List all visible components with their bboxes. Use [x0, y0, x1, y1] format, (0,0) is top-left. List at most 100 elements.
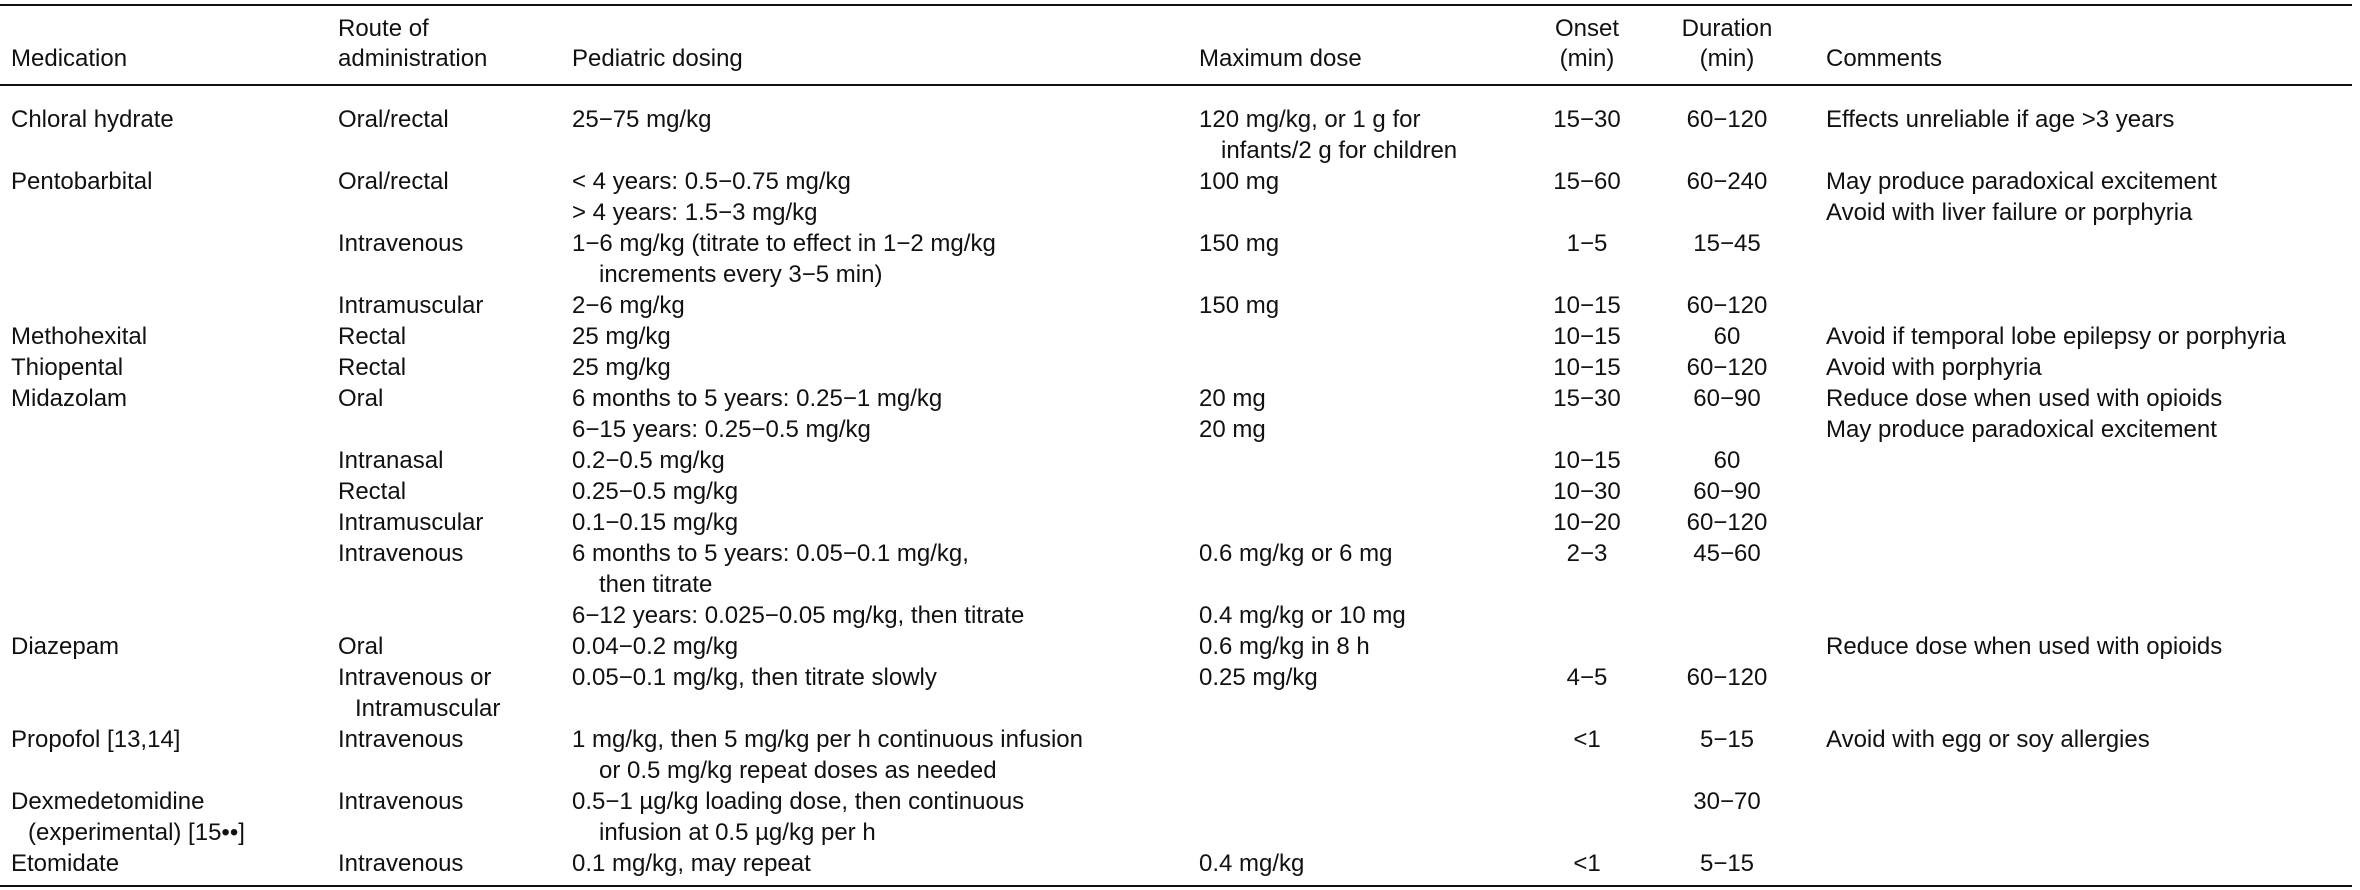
table-row: Chloral hydrate Oral/rectal 25−75 mg/kg 120… [0, 104, 2352, 135]
cell-route: Intravenous [338, 726, 464, 753]
cell-maximum-dose: 0.4 mg/kg [1199, 850, 1305, 877]
cell-onset: 10−15 [1553, 323, 1621, 350]
cell-duration: 30−70 [1693, 788, 1761, 815]
cell-comments: Reduce dose when used with opioids [1826, 633, 2223, 660]
table-row: Intranasal 0.2−0.5 mg/kg 10−15 60 [0, 445, 2352, 476]
cell-duration: 5−15 [1699, 726, 1755, 753]
table-row: Methohexital Rectal 25 mg/kg 10−15 60 Avoid i… [0, 321, 2352, 352]
cell-pediatric-dosing: 0.1−0.15 mg/kg [572, 509, 739, 536]
cell-duration: 60−120 [1686, 292, 1768, 319]
cell-route: Rectal [338, 354, 407, 381]
cell-duration: 60−120 [1686, 509, 1768, 536]
cell-duration: 60−90 [1693, 478, 1761, 505]
cell-pediatric-dosing: 0.25−0.5 mg/kg [572, 478, 739, 505]
header-medication: Medication [11, 10, 127, 74]
cell-medication: Pentobarbital [11, 168, 153, 195]
cell-maximum-dose: 0.6 mg/kg in 8 h [1199, 633, 1370, 660]
cell-medication: Propofol [13,14] [11, 726, 181, 753]
cell-comments: Effects unreliable if age >3 years [1826, 106, 2175, 133]
table-row: Intramuscular 2−6 mg/kg 150 mg 10−15 60−120 [0, 290, 2352, 321]
cell-pediatric-dosing: or 0.5 mg/kg repeat doses as needed [599, 757, 997, 784]
cell-medication: Methohexital [11, 323, 148, 350]
table-row: Dexmedetomidine Intravenous 0.5−1 µg/kg lo… [0, 786, 2352, 817]
table-row: Midazolam Oral 6 months to 5 years: 0.25−1… [0, 383, 2352, 414]
cell-onset: 10−15 [1553, 292, 1621, 319]
cell-pediatric-dosing: 25 mg/kg [572, 354, 671, 381]
cell-pediatric-dosing: 6 months to 5 years: 0.05−0.1 mg/kg, [572, 540, 969, 567]
cell-pediatric-dosing: then titrate [599, 571, 713, 598]
header-onset: Onset (min) [1520, 10, 1654, 74]
table-row: Diazepam Oral 0.04−0.2 mg/kg 0.6 mg/kg in 8… [0, 631, 2352, 662]
cell-pediatric-dosing: 1 mg/kg, then 5 mg/kg per h continuous i… [572, 726, 1083, 753]
cell-route: Rectal [338, 323, 407, 350]
table-row: infants/2 g for children [0, 135, 2352, 166]
table-top-rule [0, 4, 2352, 6]
cell-maximum-dose: 100 mg [1199, 168, 1280, 195]
cell-onset: 2−3 [1566, 540, 1608, 567]
table-row: or 0.5 mg/kg repeat doses as needed [0, 755, 2352, 786]
cell-comments: Avoid with liver failure or porphyria [1826, 199, 2193, 226]
cell-route: Intramuscular [338, 509, 484, 536]
table-row: Propofol [13,14] Intravenous 1 mg/kg, then… [0, 724, 2352, 755]
cell-comments: Avoid if temporal lobe epilepsy or porph… [1826, 323, 2286, 350]
cell-onset: 1−5 [1566, 230, 1608, 257]
cell-onset: 15−30 [1553, 385, 1621, 412]
header-route-line2: administration [338, 45, 488, 72]
cell-route: Oral [338, 385, 384, 412]
cell-pediatric-dosing: 0.04−0.2 mg/kg [572, 633, 739, 660]
cell-onset: 15−30 [1553, 106, 1621, 133]
table-row: Intravenous or 0.05−0.1 mg/kg, then titra… [0, 662, 2352, 693]
table-row: 6−15 years: 0.25−0.5 mg/kg 20 mg May produ… [0, 414, 2352, 445]
table-row: Intravenous 6 months to 5 years: 0.05−0.1… [0, 538, 2352, 569]
header-medication-label: Medication [11, 45, 128, 72]
table-row: Intravenous 1−6 mg/kg (titrate to effect … [0, 228, 2352, 259]
cell-comments: Avoid with egg or soy allergies [1826, 726, 2150, 753]
table-row: > 4 years: 1.5−3 mg/kg Avoid with liver f… [0, 197, 2352, 228]
cell-pediatric-dosing: 2−6 mg/kg [572, 292, 685, 319]
header-comments: Comments [1826, 10, 1942, 74]
table-row: Pentobarbital Oral/rectal < 4 years: 0.5−0… [0, 166, 2352, 197]
cell-pediatric-dosing: 25−75 mg/kg [572, 106, 712, 133]
cell-onset: <1 [1573, 850, 1601, 877]
table-row: 6−12 years: 0.025−0.05 mg/kg, then titra… [0, 600, 2352, 631]
cell-pediatric-dosing: 6 months to 5 years: 0.25−1 mg/kg [572, 385, 943, 412]
header-max-dose: Maximum dose [1199, 10, 1362, 74]
cell-medication: (experimental) [15••] [28, 819, 245, 846]
cell-duration: 15−45 [1693, 230, 1761, 257]
header-max-dose-label: Maximum dose [1199, 45, 1362, 72]
cell-medication: Dexmedetomidine [11, 788, 205, 815]
table-row: Etomidate Intravenous 0.1 mg/kg, may repea… [0, 848, 2352, 879]
header-onset-line2: (min) [1559, 45, 1615, 72]
cell-pediatric-dosing: infusion at 0.5 µg/kg per h [599, 819, 876, 846]
table-row: Thiopental Rectal 25 mg/kg 10−15 60−120 Avoid… [0, 352, 2352, 383]
cell-route: Intravenous [338, 788, 464, 815]
cell-medication: Diazepam [11, 633, 120, 660]
cell-duration: 60 [1713, 447, 1741, 474]
table-row: Intramuscular [0, 693, 2352, 724]
header-duration-line2: (min) [1699, 45, 1755, 72]
cell-onset: 4−5 [1566, 664, 1608, 691]
cell-route: Intravenous or [338, 664, 492, 691]
cell-pediatric-dosing: 6−12 years: 0.025−0.05 mg/kg, then titra… [572, 602, 1025, 629]
cell-duration: 60−120 [1686, 106, 1768, 133]
table-bottom-rule [0, 885, 2352, 887]
cell-pediatric-dosing: 1−6 mg/kg (titrate to effect in 1−2 mg/k… [572, 230, 996, 257]
table-row: then titrate [0, 569, 2352, 600]
cell-onset: 10−15 [1553, 354, 1621, 381]
cell-pediatric-dosing: 6−15 years: 0.25−0.5 mg/kg [572, 416, 871, 443]
table-row: Intramuscular 0.1−0.15 mg/kg 10−20 60−120 [0, 507, 2352, 538]
cell-route: Intramuscular [355, 695, 501, 722]
cell-pediatric-dosing: < 4 years: 0.5−0.75 mg/kg [572, 168, 851, 195]
cell-route: Intravenous [338, 850, 464, 877]
cell-comments: Avoid with porphyria [1826, 354, 2042, 381]
cell-pediatric-dosing: 0.5−1 µg/kg loading dose, then continuou… [572, 788, 1025, 815]
cell-maximum-dose: 150 mg [1199, 292, 1280, 319]
header-duration: Duration (min) [1660, 10, 1794, 74]
cell-maximum-dose: 20 mg [1199, 416, 1266, 443]
cell-medication: Chloral hydrate [11, 106, 174, 133]
cell-onset: <1 [1573, 726, 1601, 753]
header-dosing: Pediatric dosing [572, 10, 743, 74]
cell-route: Oral/rectal [338, 168, 449, 195]
cell-comments: May produce paradoxical excitement [1826, 168, 2217, 195]
header-dosing-label: Pediatric dosing [572, 45, 743, 72]
